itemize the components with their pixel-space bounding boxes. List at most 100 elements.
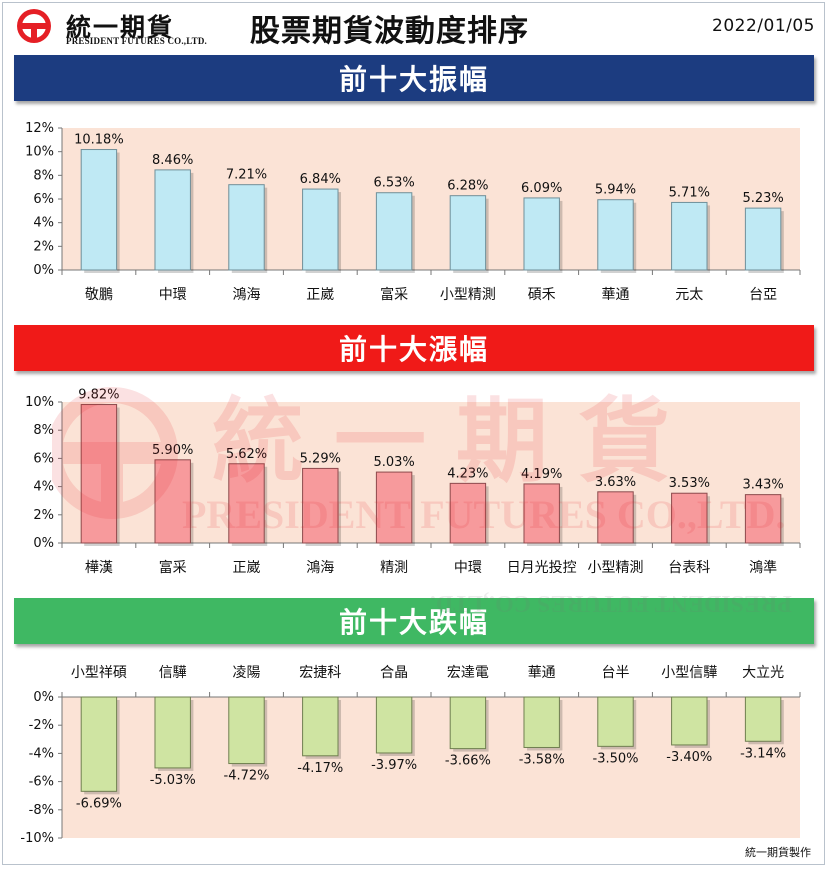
category-label: 碩禾 xyxy=(528,287,556,303)
category-label: 台表科 xyxy=(668,560,710,576)
bar xyxy=(597,696,634,747)
bar xyxy=(597,199,634,271)
y-tick-label: -4% xyxy=(29,746,54,761)
gain-chart: 0% 2% 4% 6% 8% 10% 9.82% 樺漢 5.90% 富采 5.62% 正崴 5.29% 鴻… xyxy=(25,388,801,576)
data-label: -6.69% xyxy=(76,796,122,811)
y-tick-label: -10% xyxy=(20,831,54,845)
bar xyxy=(744,696,782,742)
category-label: 宏達電 xyxy=(447,665,489,681)
bar xyxy=(302,696,339,757)
data-label: -3.14% xyxy=(740,746,786,761)
y-tick-label: 12% xyxy=(25,121,54,136)
y-tick-label: 0% xyxy=(33,263,54,278)
data-label: 3.53% xyxy=(669,476,710,491)
y-tick-label: -6% xyxy=(29,775,54,790)
bar xyxy=(523,696,560,748)
category-label: 正崴 xyxy=(306,287,334,303)
bar xyxy=(744,494,782,544)
bar xyxy=(375,696,413,754)
data-label: 4.23% xyxy=(447,466,488,481)
data-label: 10.18% xyxy=(74,133,124,148)
bar xyxy=(449,696,487,750)
data-label: 5.71% xyxy=(669,185,710,200)
bar xyxy=(671,696,708,746)
bar xyxy=(597,491,634,544)
bar xyxy=(80,149,118,271)
data-label: 4.19% xyxy=(521,467,562,482)
data-label: -4.72% xyxy=(224,769,270,784)
category-label: 合晶 xyxy=(380,665,408,681)
y-tick-label: 10% xyxy=(25,395,54,410)
data-label: -3.40% xyxy=(666,750,712,765)
category-label: 樺漢 xyxy=(85,559,113,576)
category-label: 日月光投控 xyxy=(507,560,577,576)
bar xyxy=(154,459,191,544)
bar xyxy=(80,404,118,544)
y-tick-label: -8% xyxy=(29,803,54,818)
data-label: 9.82% xyxy=(78,388,119,403)
banner-top-gain: 前十大漲幅 xyxy=(14,325,814,371)
data-label: -3.58% xyxy=(519,752,565,767)
category-label: 華通 xyxy=(602,287,630,303)
y-tick-label: 8% xyxy=(33,168,54,183)
category-label: 中環 xyxy=(454,560,482,576)
data-label: -3.66% xyxy=(445,754,491,769)
bar xyxy=(375,192,413,271)
data-label: 3.63% xyxy=(595,475,636,490)
data-label: 6.09% xyxy=(521,181,562,196)
category-label: 富采 xyxy=(159,559,187,576)
category-label: 大立光 xyxy=(742,665,784,681)
category-label: 信驊 xyxy=(159,665,187,681)
bar xyxy=(228,184,265,271)
brand-english-name: PRESIDENT FUTURES CO.,LTD. xyxy=(66,36,207,46)
category-label: 中環 xyxy=(159,287,187,303)
data-label: 6.84% xyxy=(300,172,341,187)
report-date: 2022/01/05 xyxy=(712,16,815,36)
category-label: 宏捷科 xyxy=(299,665,341,681)
category-label: 鴻海 xyxy=(306,560,334,576)
bar xyxy=(523,483,560,544)
bar xyxy=(375,471,413,544)
y-tick-label: 2% xyxy=(33,239,54,254)
y-tick-label: 8% xyxy=(33,423,54,438)
category-label: 小型精測 xyxy=(588,560,644,576)
category-label: 敬鵬 xyxy=(85,287,113,303)
bar xyxy=(154,169,191,271)
data-label: 5.90% xyxy=(152,443,193,458)
banner-top-range: 前十大振幅 xyxy=(14,55,814,101)
bar xyxy=(228,696,265,765)
category-label: 凌陽 xyxy=(233,665,261,681)
data-label: -4.17% xyxy=(297,761,343,776)
bar xyxy=(449,482,487,544)
data-label: 7.21% xyxy=(226,168,267,183)
y-tick-label: 2% xyxy=(33,508,54,523)
data-label: -5.03% xyxy=(150,773,196,788)
bar xyxy=(671,201,708,271)
y-tick-label: 6% xyxy=(33,192,54,207)
bar xyxy=(671,492,708,544)
range-chart: 0% 2% 4% 6% 8% 10% 12% 10.18% 敬鵬 8.46% 中環 7.21% 鴻海 6.… xyxy=(25,121,801,303)
category-label: 正崴 xyxy=(233,560,261,576)
y-tick-label: 4% xyxy=(33,216,54,231)
data-label: 3.43% xyxy=(742,478,783,493)
bar xyxy=(302,467,339,544)
data-label: 5.62% xyxy=(226,447,267,462)
category-label: 鴻海 xyxy=(233,287,261,303)
brand-name: 統一期貨 xyxy=(66,13,175,42)
bar xyxy=(449,195,487,271)
president-logo-icon xyxy=(17,9,51,43)
category-label: 元太 xyxy=(675,287,703,303)
y-tick-label: 4% xyxy=(33,480,54,495)
data-label: 5.94% xyxy=(595,183,636,198)
y-tick-label: 6% xyxy=(33,451,54,466)
category-label: 小型精測 xyxy=(440,287,496,303)
bar xyxy=(228,463,265,544)
category-label: 華通 xyxy=(528,665,556,681)
category-label: 台亞 xyxy=(749,287,777,303)
data-label: 5.23% xyxy=(742,191,783,206)
bar xyxy=(80,696,118,792)
bar xyxy=(744,207,782,271)
category-label: 精測 xyxy=(380,560,408,576)
page-title: 股票期貨波動度排序 xyxy=(250,14,529,49)
